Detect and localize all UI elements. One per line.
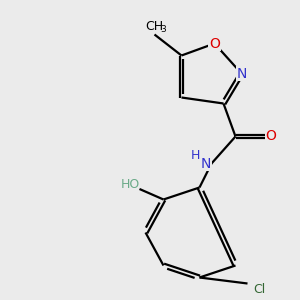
Text: HO: HO [121, 178, 140, 191]
Text: N: N [201, 157, 211, 170]
Text: H: H [191, 148, 201, 162]
Text: 3: 3 [160, 25, 166, 34]
Text: N: N [236, 67, 247, 80]
Text: O: O [209, 37, 220, 50]
Text: CH: CH [146, 20, 164, 34]
Text: Cl: Cl [254, 283, 266, 296]
Text: O: O [266, 130, 276, 143]
